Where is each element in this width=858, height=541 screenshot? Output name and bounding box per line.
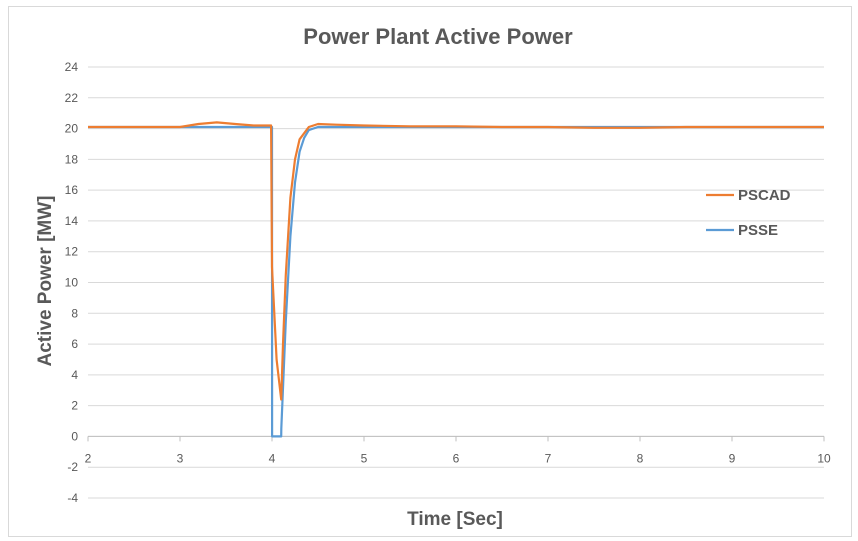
y-tick-label: 18 [65, 152, 79, 166]
chart-frame [8, 6, 852, 537]
gridlines [88, 66, 824, 499]
x-axis-line [87, 435, 825, 442]
x-tick-label: 8 [637, 451, 644, 465]
series-lines [88, 121, 824, 438]
y-tick-label: 12 [65, 245, 79, 259]
y-tick-label: 22 [65, 91, 79, 105]
series-line-psse [88, 125, 824, 438]
y-tick-label: 8 [71, 306, 78, 320]
y-tick-label: 24 [65, 60, 79, 74]
legend: PSCAD PSSE [706, 187, 791, 239]
x-tick-label: 9 [729, 451, 736, 465]
y-tick-label: 4 [71, 368, 78, 382]
y-tick-label: 20 [65, 122, 79, 136]
x-tick-label: 5 [361, 451, 368, 465]
series-line-pscad [88, 121, 824, 401]
x-tick-label: 3 [177, 451, 184, 465]
y-tick-label: 10 [65, 276, 79, 290]
y-axis-title: Active Power [MW] [35, 195, 56, 366]
x-tick-label: 4 [269, 451, 276, 465]
y-tick-label: 0 [71, 429, 78, 443]
x-axis-title: Time [Sec] [407, 509, 503, 530]
x-tick-label: 10 [817, 451, 831, 465]
x-tick-label: 7 [545, 451, 552, 465]
y-tick-label: 6 [71, 337, 78, 351]
y-tick-label: -4 [67, 491, 78, 505]
y-tick-label: 16 [65, 183, 79, 197]
y-tick-label: -2 [67, 460, 78, 474]
chart-title: Power Plant Active Power [303, 24, 573, 49]
x-tick-label: 2 [85, 451, 92, 465]
legend-label: PSSE [738, 222, 778, 239]
y-tick-label: 14 [65, 214, 79, 228]
x-tick-labels: 2 3 4 5 6 7 8 9 10 [85, 451, 831, 465]
x-tick-label: 6 [453, 451, 460, 465]
legend-label: PSCAD [738, 187, 791, 204]
y-tick-label: 2 [71, 399, 78, 413]
